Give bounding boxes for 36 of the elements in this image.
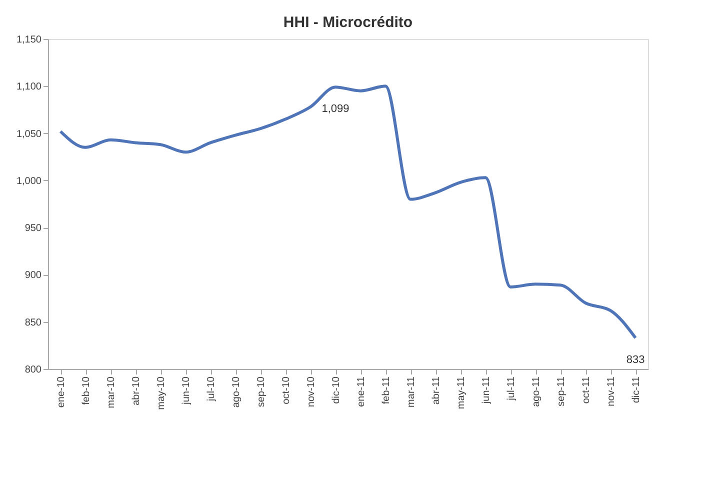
- x-tick-label: mar-10: [106, 376, 117, 408]
- x-tick-label: may-10: [156, 376, 167, 410]
- x-tick-label: ago-11: [531, 376, 542, 407]
- data-label: 833: [626, 354, 645, 366]
- x-tick-label: nov-10: [306, 376, 317, 408]
- y-tick-label: 1,100: [16, 82, 42, 93]
- y-tick-label: 1,150: [16, 34, 42, 46]
- x-tick-label: mar-11: [406, 376, 417, 408]
- x-tick-label: sep-10: [256, 376, 267, 408]
- y-tick-label: 900: [24, 270, 42, 282]
- chart-title: HHI - Microcrédito: [283, 14, 413, 31]
- x-tick-label: feb-11: [381, 376, 392, 404]
- x-tick-label: abr-10: [131, 376, 142, 406]
- x-tick-label: ago-10: [231, 376, 242, 408]
- y-tick-label: 1,050: [16, 128, 42, 140]
- x-tick-label: dic-10: [331, 376, 342, 404]
- x-tick-label: sep-11: [556, 376, 567, 406]
- x-tick-label: jun-11: [481, 376, 492, 405]
- x-tick-label: feb-10: [81, 376, 92, 405]
- x-tick-label: oct-11: [581, 376, 592, 404]
- x-tick-label: dic-11: [631, 376, 642, 403]
- y-tick-label: 1,000: [16, 176, 42, 187]
- y-tick-label: 850: [24, 317, 42, 328]
- y-tick-label: 800: [24, 364, 42, 376]
- x-tick-label: may-11: [456, 376, 467, 410]
- y-tick-label: 950: [24, 223, 42, 234]
- x-tick-label: abr-11: [431, 376, 442, 405]
- x-tick-label: jul-10: [206, 376, 217, 402]
- line-series: [59, 84, 637, 340]
- x-tick-label: ene-10: [56, 376, 67, 408]
- x-tick-label: nov-11: [606, 376, 617, 406]
- x-tick-label: ene-11: [356, 376, 367, 407]
- data-label: 1,099: [322, 103, 350, 116]
- x-tick-label: jul-11: [506, 376, 517, 402]
- x-tick-label: oct-10: [281, 376, 292, 404]
- x-tick-label: jun-10: [181, 376, 192, 406]
